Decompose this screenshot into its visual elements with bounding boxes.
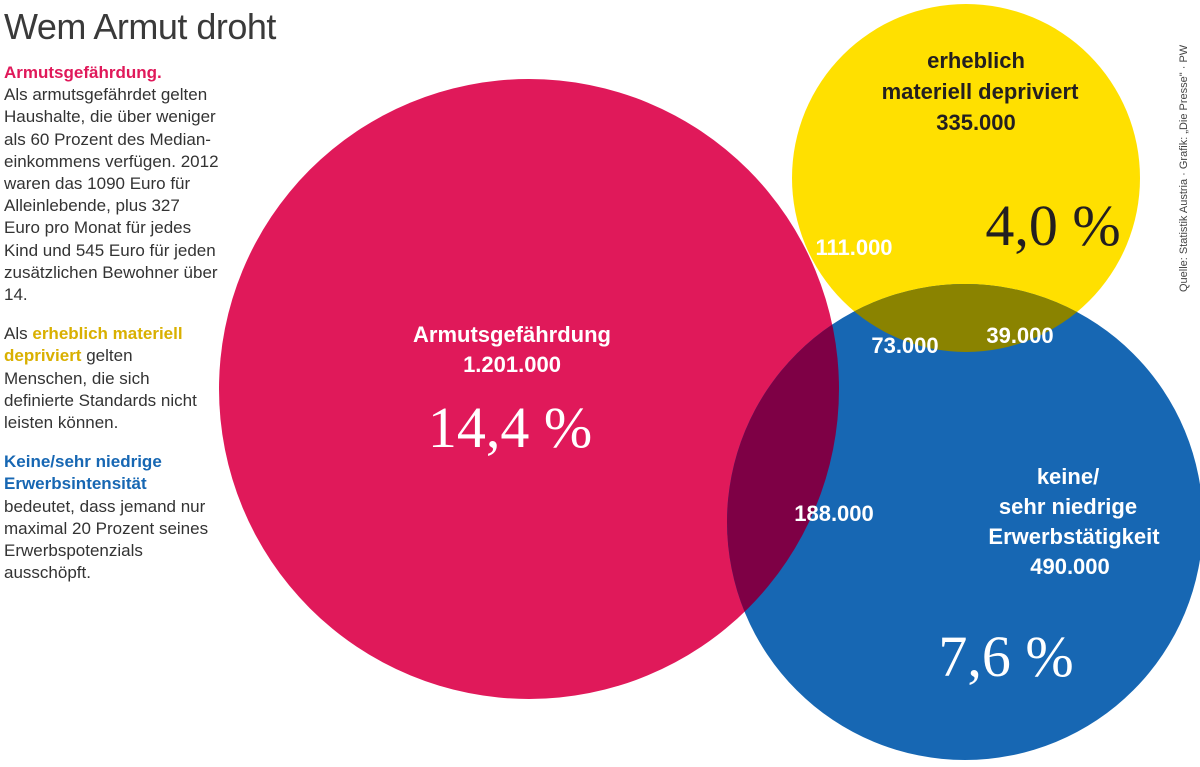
employment-percent: 7,6 % (938, 624, 1073, 689)
all-three-count: 73.000 (871, 333, 938, 358)
deprivation-label-line1: erheblich (927, 48, 1025, 73)
definition-employment-heading: Keine/sehr niedrige Erwerbsintensität (4, 452, 162, 494)
definition-deprivation-prefix: Als (4, 324, 28, 344)
deprivation-label-line2: materiell depriviert (882, 79, 1080, 104)
deprivation-count: 335.000 (936, 110, 1016, 135)
definition-poverty-heading: Armutsgefährdung. (4, 63, 162, 82)
venn-circle-deprivation (792, 4, 1140, 352)
definition-deprivation: Als erheblich materiell depriviert gelte… (4, 323, 219, 434)
deprivation-percent: 4,0 % (985, 193, 1120, 258)
definition-poverty: Armutsgefährdung. Als armutsgefährdet ge… (4, 62, 219, 306)
poverty-count: 1.201.000 (463, 352, 561, 377)
venn-circle-poverty (219, 79, 839, 699)
chart-title: Wem Armut droht (4, 6, 276, 47)
employment-label-line1: keine/ (1037, 464, 1099, 489)
definition-deprivation-heading: erheblich materiell depriviert (4, 324, 183, 366)
venn-circle-employment (727, 284, 1200, 760)
poverty-deprivation-count: 111.000 (815, 235, 892, 260)
poverty-label: Armutsgefährdung (413, 322, 611, 347)
poverty-percent: 14,4 % (428, 395, 592, 460)
employment-count: 490.000 (1030, 554, 1110, 579)
definition-employment-text: bedeutet, dass jemand nur maximal 20 Pro… (4, 496, 209, 583)
employment-label-line3: Erwerbstätigkeit (988, 524, 1160, 549)
definition-deprivation-text: gelten Menschen, die sich definierte Sta… (4, 346, 197, 433)
deprivation-employment-count: 39.000 (986, 323, 1053, 348)
poverty-employment-count: 188.000 (794, 501, 874, 526)
definition-employment: Keine/sehr niedrige Erwerbsintensität be… (4, 451, 219, 584)
definition-poverty-text: Als armutsgefährdet gelten Haushalte, di… (4, 85, 219, 305)
definitions-sidebar: Armutsgefährdung. Als armutsgefährdet ge… (4, 62, 219, 601)
employment-label-line2: sehr niedrige (999, 494, 1137, 519)
